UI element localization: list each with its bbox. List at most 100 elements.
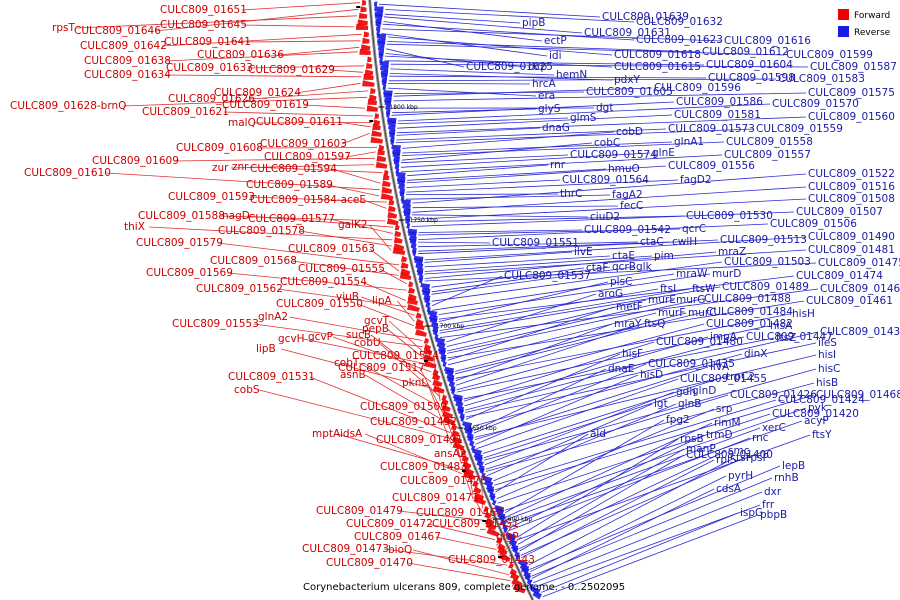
forward-gene [432,385,445,394]
reverse-gene [441,357,447,364]
forward-gene-label: CULC809_01588 [138,210,225,222]
reverse-gene-label: CULC809_01420 [772,408,859,420]
reverse-connector [528,457,735,566]
reverse-gene [435,337,446,345]
reverse-gene [487,487,495,495]
reverse-gene-label: idi [549,50,562,62]
forward-connector [363,199,387,209]
forward-connector [217,242,400,266]
reverse-connector [382,23,635,41]
reverse-connector [473,368,607,431]
reverse-gene [379,61,390,68]
forward-connector [219,215,386,222]
forward-gene-label: gcvP [308,331,333,343]
forward-connector [149,226,393,241]
forward-connector [299,230,393,247]
reverse-connector [417,241,639,248]
reverse-gene-label: CULC809_01426 [730,389,817,401]
reverse-gene-label: CULC809_01475 [818,257,900,269]
forward-connector [364,374,442,420]
reverse-connector [397,114,673,129]
reverse-gene-label: metF [616,301,643,313]
forward-connector [361,281,407,301]
reverse-gene-label: CULC809_01516 [808,181,895,193]
forward-gene-label: cobS [234,384,260,396]
forward-connector [386,328,423,358]
forward-gene [509,568,517,576]
reverse-connector [463,337,775,400]
reverse-gene [377,45,385,52]
reverse-gene [526,579,533,586]
forward-connector [105,172,380,191]
reverse-connector [387,36,613,56]
reverse-gene-label: CULC809_01625 [466,61,553,73]
reverse-gene-label: CULC809_01639 [602,11,689,23]
forward-gene-label: CULC809_01651 [160,4,247,16]
forward-gene [423,360,437,369]
reverse-gene-label: murE [648,294,676,306]
forward-gene-label: CULC809_01594 [250,163,337,175]
reverse-gene-label: rpsB [680,433,704,445]
forward-connector [337,433,463,471]
reverse-gene-label: CULC809_01447 [746,331,833,343]
reverse-gene-label: CULC809_01480 [656,336,743,348]
reverse-connector [396,127,541,136]
forward-gene-label: CULC809_01636 [197,49,284,61]
reverse-gene-label: CULC809_01438 [820,326,900,338]
reverse-gene [402,204,412,211]
reverse-gene-label: ftsI [660,283,676,295]
reverse-gene-label: CULC809_01508 [808,193,895,205]
forward-gene [442,416,456,426]
forward-gene-label: malQ [228,117,256,129]
reverse-gene-label: CULC809_01564 [562,174,649,186]
reverse-connector [438,275,795,320]
forward-connector [165,74,362,78]
reverse-gene-label: hisB [816,377,838,389]
reverse-gene-label: CULC809_01631 [584,27,671,39]
reverse-gene-label: glnE [652,147,675,159]
reverse-gene-label: CULC809_01587 [810,61,897,73]
reverse-gene-label: dcp [528,61,547,73]
forward-gene [372,123,381,131]
forward-gene-label: pepB [362,323,389,335]
forward-gene-label: CULC809_01470 [326,557,413,569]
reverse-gene-label: CULC809_01604 [706,59,793,71]
forward-gene-label: CULC809_01624 [214,87,301,99]
reverse-gene-label: fpg2 [666,414,690,426]
reverse-gene [422,290,431,298]
forward-connector [241,24,355,28]
forward-gene-label: CULC809_01646 [74,25,161,37]
reverse-gene-label: CULC809_01461 [806,295,893,307]
reverse-connector [384,60,705,66]
forward-connector [341,132,370,145]
forward-gene [367,98,378,105]
reverse-connector [465,353,621,420]
reverse-gene-label: ilvA [710,361,730,373]
forward-gene [375,161,388,169]
reverse-gene [397,179,406,186]
reverse-connector [390,63,809,68]
reverse-gene-label: lgt [654,398,668,410]
reverse-gene [467,436,474,443]
forward-gene [370,136,384,144]
reverse-gene [384,100,392,107]
reverse-gene-label: aroG [598,288,623,300]
forward-gene [363,31,369,38]
reverse-gene-label: trmD [706,429,733,441]
forward-gene [369,87,376,94]
reverse-gene-label: murC [688,307,717,319]
reverse-gene [447,376,455,384]
reverse-gene [420,283,431,291]
reverse-gene [378,53,384,60]
reverse-connector [387,41,701,53]
forward-gene-label: CULC809_01645 [160,19,247,31]
forward-gene [441,394,447,401]
reverse-gene-label: thrC [560,188,582,200]
forward-connector [161,33,362,47]
reverse-gene-label: murD [712,268,741,280]
reverse-connector [424,262,817,282]
forward-connector [253,323,423,348]
reverse-gene-label: trpC2 [726,371,755,383]
reverse-connector [506,427,761,520]
